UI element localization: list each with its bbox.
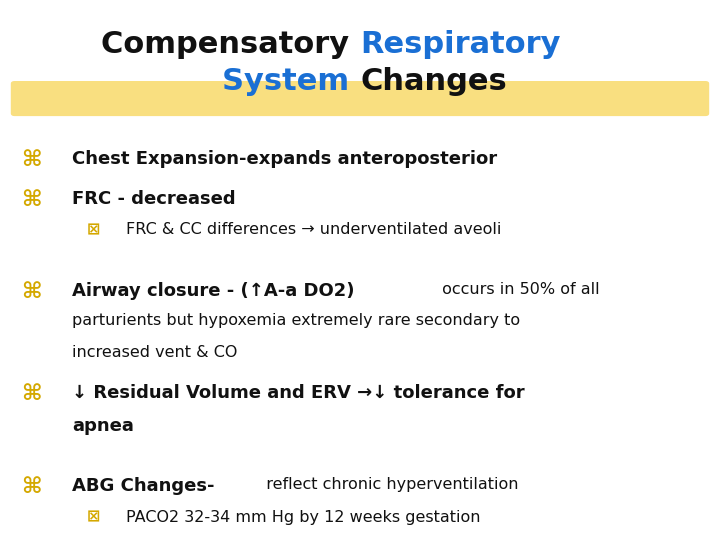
- Text: Airway closure - (↑A-a DO2): Airway closure - (↑A-a DO2): [72, 282, 354, 300]
- Text: parturients but hypoxemia extremely rare secondary to: parturients but hypoxemia extremely rare…: [72, 313, 520, 328]
- Text: System: System: [222, 68, 360, 97]
- Text: ⊠: ⊠: [86, 222, 100, 237]
- FancyBboxPatch shape: [11, 81, 709, 116]
- Text: apnea: apnea: [72, 417, 134, 435]
- Text: ⌘: ⌘: [22, 477, 42, 497]
- Text: reflect chronic hyperventilation: reflect chronic hyperventilation: [256, 477, 518, 492]
- Text: Respiratory: Respiratory: [360, 30, 560, 59]
- Text: ⌘: ⌘: [22, 282, 42, 302]
- Text: Chest Expansion-expands anteroposterior: Chest Expansion-expands anteroposterior: [72, 150, 497, 168]
- Text: FRC - decreased: FRC - decreased: [72, 190, 235, 207]
- Text: ⊠: ⊠: [86, 510, 100, 525]
- Text: Compensatory: Compensatory: [102, 30, 360, 59]
- Text: ABG Changes-: ABG Changes-: [72, 477, 215, 495]
- Text: increased vent & CO: increased vent & CO: [72, 345, 238, 360]
- Text: ↓ Residual Volume and ERV →↓ tolerance for: ↓ Residual Volume and ERV →↓ tolerance f…: [72, 384, 525, 402]
- Text: Changes: Changes: [360, 68, 507, 97]
- Text: ⌘: ⌘: [22, 384, 42, 404]
- Text: ⌘: ⌘: [22, 190, 42, 210]
- Text: PACO2 32-34 mm Hg by 12 weeks gestation: PACO2 32-34 mm Hg by 12 weeks gestation: [126, 510, 480, 525]
- Text: FRC & CC differences → underventilated aveoli: FRC & CC differences → underventilated a…: [126, 222, 501, 237]
- Text: ⌘: ⌘: [22, 150, 42, 170]
- Text: occurs in 50% of all: occurs in 50% of all: [436, 282, 599, 297]
